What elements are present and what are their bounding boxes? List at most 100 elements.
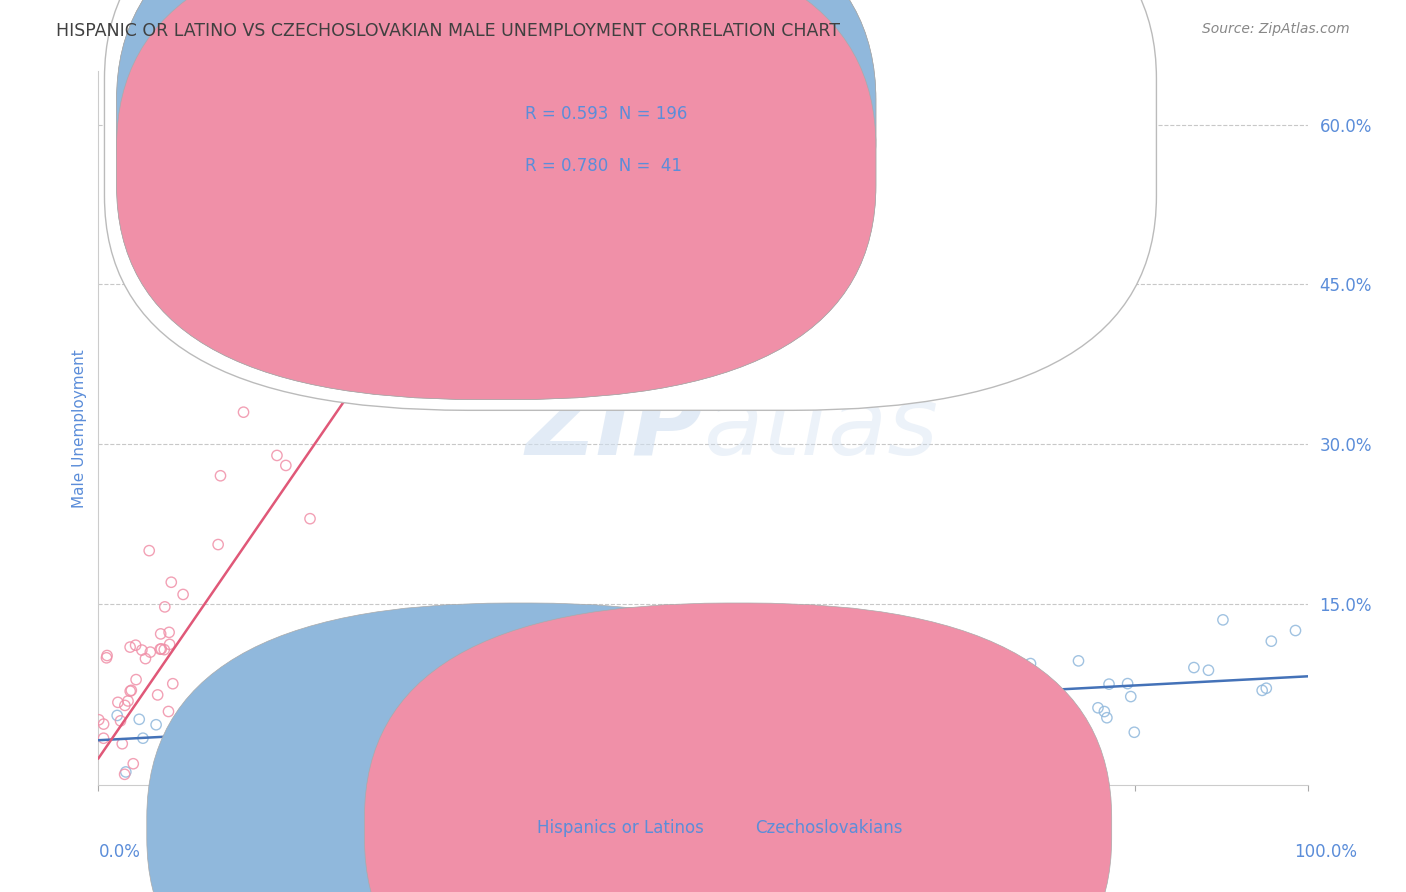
Point <box>991 697 1014 711</box>
Point <box>145 717 167 731</box>
Point <box>328 715 350 730</box>
Point <box>841 698 863 713</box>
Point <box>583 738 606 752</box>
Point <box>96 648 118 663</box>
Point <box>1212 613 1234 627</box>
Point <box>436 714 458 729</box>
Point <box>418 725 440 739</box>
Point <box>128 712 150 726</box>
Point <box>813 699 835 714</box>
Point <box>114 764 136 779</box>
Point <box>623 710 645 724</box>
Point <box>894 722 917 736</box>
Point <box>105 708 128 723</box>
Point <box>482 697 505 711</box>
Point <box>225 723 247 737</box>
Point <box>714 710 737 724</box>
Text: atlas: atlas <box>703 382 938 475</box>
Point <box>607 728 630 742</box>
Point <box>869 694 891 708</box>
Point <box>1251 683 1274 698</box>
Point <box>153 599 176 614</box>
Point <box>799 708 821 723</box>
Point <box>803 709 825 723</box>
Point <box>1066 715 1088 730</box>
Point <box>1197 663 1219 677</box>
Point <box>846 704 869 718</box>
Point <box>172 587 194 601</box>
Point <box>201 733 224 747</box>
Point <box>245 708 267 723</box>
Point <box>110 714 132 728</box>
Point <box>314 744 336 758</box>
Point <box>399 714 422 728</box>
Point <box>721 697 744 711</box>
Point <box>1067 654 1090 668</box>
Point <box>375 745 398 759</box>
Point <box>294 722 316 736</box>
Point <box>574 710 596 724</box>
Point <box>295 754 318 768</box>
Point <box>391 737 413 751</box>
Point <box>1256 681 1278 696</box>
Point <box>776 662 799 676</box>
Point <box>942 705 965 719</box>
Point <box>333 753 356 767</box>
Point <box>298 724 321 739</box>
Point <box>301 743 323 757</box>
Point <box>1092 705 1115 719</box>
Point <box>350 740 373 755</box>
Point <box>207 537 229 551</box>
Point <box>309 723 332 737</box>
Point <box>153 642 176 657</box>
Text: Czechoslovakians: Czechoslovakians <box>755 819 903 837</box>
Point <box>494 736 516 750</box>
Point <box>1098 677 1121 691</box>
Point <box>139 645 162 659</box>
Point <box>111 737 134 751</box>
Point <box>626 710 648 724</box>
Point <box>211 747 233 761</box>
Point <box>492 712 515 726</box>
Point <box>475 712 498 726</box>
Point <box>1123 725 1146 739</box>
Point <box>470 704 492 718</box>
Point <box>848 679 870 693</box>
Point <box>107 695 129 709</box>
FancyBboxPatch shape <box>117 0 876 400</box>
Point <box>132 731 155 746</box>
Point <box>301 739 323 753</box>
Point <box>270 747 292 761</box>
Point <box>202 224 225 238</box>
Point <box>246 714 269 729</box>
Point <box>503 747 526 762</box>
Point <box>96 650 118 665</box>
Point <box>574 729 596 743</box>
Point <box>505 720 527 734</box>
Point <box>120 640 142 654</box>
Point <box>560 681 582 695</box>
Point <box>274 731 297 745</box>
Text: Source: ZipAtlas.com: Source: ZipAtlas.com <box>1202 22 1350 37</box>
FancyBboxPatch shape <box>364 603 1112 892</box>
Point <box>769 642 792 657</box>
Point <box>778 702 800 716</box>
Point <box>970 702 993 716</box>
Point <box>693 698 716 713</box>
Point <box>328 734 350 748</box>
Point <box>901 674 924 689</box>
Point <box>616 718 638 732</box>
Point <box>474 714 496 728</box>
Point <box>501 720 523 734</box>
Point <box>711 711 734 725</box>
Point <box>134 651 156 665</box>
Point <box>796 674 818 689</box>
Point <box>848 692 870 706</box>
Point <box>266 449 288 463</box>
Point <box>993 688 1015 702</box>
Point <box>263 362 285 376</box>
Point <box>87 713 110 727</box>
Point <box>377 715 399 730</box>
Point <box>408 704 430 718</box>
Point <box>734 676 756 690</box>
